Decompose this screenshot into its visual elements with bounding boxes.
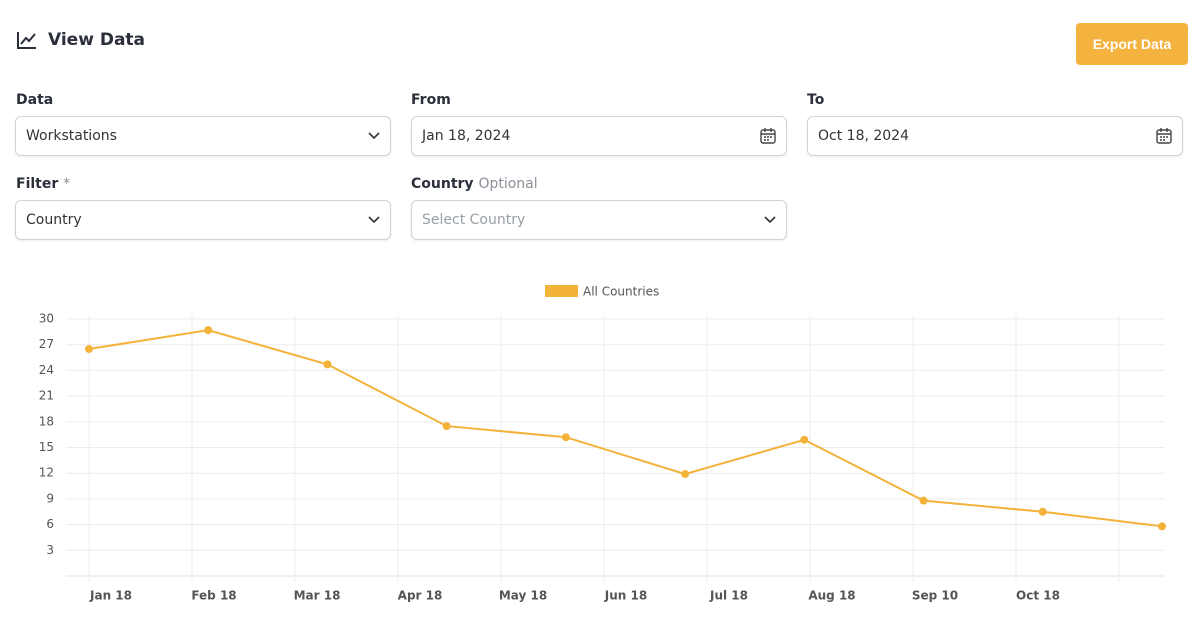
- x-tick-label: Feb 18: [191, 589, 236, 603]
- data-point: [85, 344, 93, 353]
- x-tick-label: Mar 18: [294, 589, 341, 603]
- select-placeholder: Select Country: [422, 212, 526, 228]
- header: View Data: [16, 30, 145, 50]
- y-tick-label: 30: [39, 312, 54, 326]
- chart: 3 6 9 12 15 18 21 24 27 30 Jan 18 Feb 18 Mar 18 Apr 1…: [39, 285, 1166, 603]
- date-value: Jan 18, 2024: [422, 128, 511, 144]
- legend-label: All Countries: [583, 285, 659, 299]
- required-mark: *: [63, 176, 71, 192]
- select-value: Workstations: [26, 128, 117, 144]
- x-tick-label: Jun 18: [604, 589, 647, 603]
- data-point: [919, 496, 928, 505]
- data-point: [561, 433, 570, 442]
- y-tick-label: 24: [39, 363, 54, 377]
- data-point: [1038, 507, 1047, 516]
- label-text: Country: [411, 176, 474, 192]
- y-tick-label: 9: [46, 491, 54, 505]
- x-tick-label: Aug 18: [808, 589, 855, 603]
- date-value: Oct 18, 2024: [818, 128, 909, 144]
- page-title: View Data: [48, 30, 146, 50]
- y-tick-label: 15: [39, 440, 54, 454]
- select[interactable]: Workstations: [15, 116, 391, 156]
- y-tick-label: 6: [46, 517, 54, 531]
- chart-icon: [17, 32, 36, 49]
- select-value: Country: [26, 212, 82, 228]
- field-label: To: [807, 92, 825, 108]
- field-label: Filter *: [16, 176, 70, 192]
- x-tick-label: Apr 18: [398, 589, 443, 603]
- y-tick-label: 27: [39, 337, 54, 351]
- field-label: Data: [16, 92, 54, 108]
- select[interactable]: Select Country: [411, 200, 787, 240]
- date-input[interactable]: Oct 18, 2024: [807, 116, 1183, 156]
- field-label: Country Optional: [411, 176, 538, 192]
- data-point: [442, 422, 451, 431]
- y-tick-label: 21: [39, 389, 54, 403]
- chevron: [764, 216, 776, 224]
- x-tick-label: Sep 10: [912, 589, 958, 603]
- y-tick-label: 18: [39, 414, 54, 428]
- data-point: [204, 326, 213, 335]
- chevron: [368, 216, 380, 224]
- x-tick-label: Jan 18: [89, 589, 132, 603]
- x-tick-label: May 18: [499, 589, 547, 603]
- date-input[interactable]: Jan 18, 2024: [411, 116, 787, 156]
- calendar-icon: [1156, 128, 1172, 144]
- data-point: [323, 360, 332, 369]
- label-text: Filter: [16, 176, 59, 192]
- y-tick-label: 3: [46, 543, 54, 557]
- data-point: [1158, 522, 1166, 531]
- field-label: From: [411, 92, 451, 108]
- chevron: [368, 132, 380, 140]
- select[interactable]: Country: [15, 200, 391, 240]
- legend-swatch: [545, 285, 578, 297]
- data-point: [800, 435, 809, 444]
- x-tick-label: Oct 18: [1016, 589, 1060, 603]
- data-point: [681, 470, 690, 479]
- calendar-icon: [760, 128, 776, 144]
- x-tick-label: Jul 18: [709, 589, 748, 603]
- optional-hint: Optional: [478, 176, 538, 192]
- y-tick-label: 12: [39, 466, 54, 480]
- export-button[interactable]: Export Data: [1076, 23, 1188, 65]
- series-line: [88, 329, 1163, 528]
